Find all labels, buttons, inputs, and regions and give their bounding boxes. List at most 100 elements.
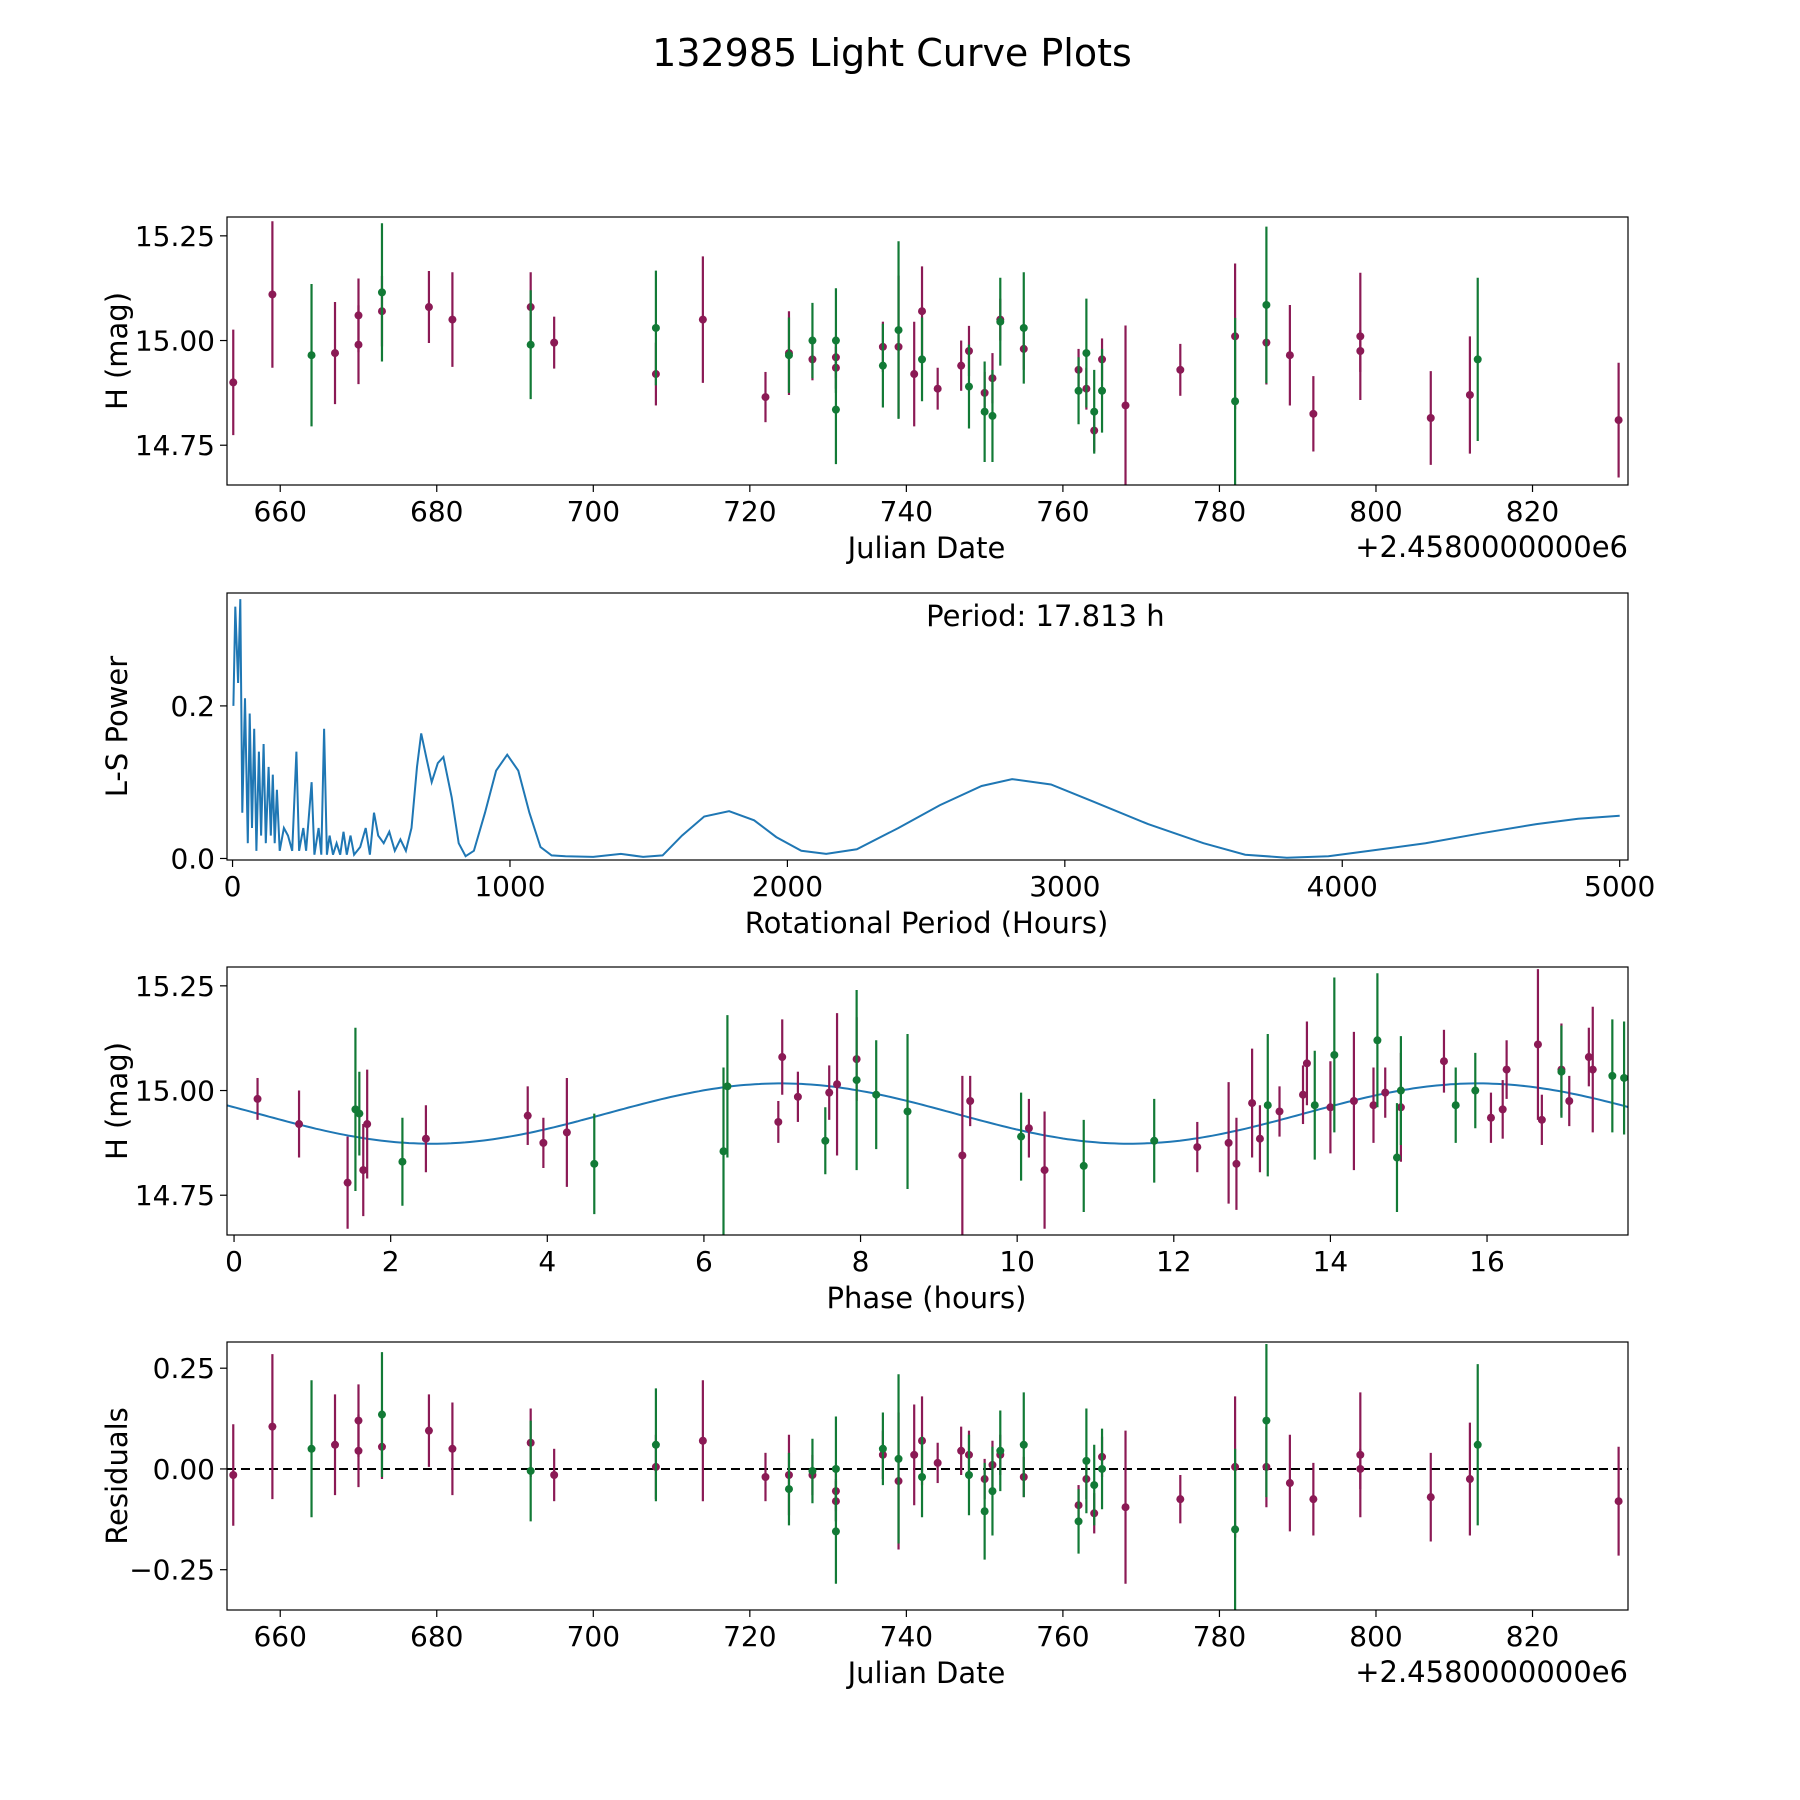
x-tick-label: 740 bbox=[880, 1620, 933, 1653]
data-point bbox=[831, 336, 840, 345]
data-point bbox=[761, 393, 770, 402]
axes-frame bbox=[226, 592, 1629, 861]
data-point bbox=[1231, 1525, 1240, 1534]
x-tick-label: 820 bbox=[1506, 495, 1559, 528]
data-point bbox=[1614, 416, 1623, 425]
data-point bbox=[1024, 1124, 1033, 1133]
data-point bbox=[761, 1473, 770, 1482]
x-tick-label: 760 bbox=[1036, 1620, 1089, 1653]
data-point bbox=[1263, 1101, 1272, 1110]
data-point bbox=[1150, 1136, 1159, 1145]
data-point bbox=[1285, 1479, 1294, 1488]
y-axis-label: H (mag) bbox=[100, 292, 134, 410]
data-point bbox=[894, 326, 903, 335]
x-tick-label: 0 bbox=[224, 870, 242, 903]
data-point bbox=[1255, 1134, 1264, 1143]
y-tick-label: 0.2 bbox=[170, 690, 215, 723]
data-point bbox=[1426, 414, 1435, 422]
panel-residuals: 660 680 700 720 740 760 780 800 820 0.25 0.00 −0.25… bbox=[100, 1341, 1629, 1690]
data-point bbox=[1309, 409, 1318, 418]
periodogram-line bbox=[232, 599, 1620, 859]
data-point bbox=[398, 1157, 407, 1166]
data-point bbox=[1486, 1113, 1495, 1122]
data-point bbox=[774, 1117, 783, 1126]
y-tick-label: 15.00 bbox=[135, 325, 215, 358]
data-point bbox=[331, 349, 340, 358]
data-point bbox=[1285, 351, 1294, 360]
data-point bbox=[343, 1178, 352, 1187]
data-point bbox=[1232, 1159, 1241, 1168]
data-point bbox=[1471, 1086, 1480, 1095]
data-point bbox=[1176, 1495, 1185, 1504]
data-point bbox=[1224, 1138, 1233, 1147]
data-point bbox=[918, 355, 927, 364]
data-point bbox=[1620, 1073, 1628, 1082]
data-point bbox=[1019, 323, 1028, 332]
data-point bbox=[1614, 1497, 1623, 1506]
data-point bbox=[1074, 386, 1083, 395]
data-point bbox=[1330, 1050, 1339, 1059]
panel-lightcurve: 660 680 700 720 740 760 780 800 820 15.25 15.00 14.… bbox=[100, 216, 1629, 565]
data-point bbox=[698, 315, 707, 324]
data-point bbox=[1356, 347, 1365, 355]
x-tick-label: 4 bbox=[538, 1245, 556, 1278]
data-point bbox=[878, 361, 887, 370]
data-point bbox=[988, 1487, 997, 1496]
data-point bbox=[651, 1440, 660, 1449]
data-point bbox=[1608, 1071, 1617, 1080]
data-point bbox=[1533, 1040, 1542, 1049]
data-point bbox=[808, 336, 817, 345]
x-tick-label: 4000 bbox=[1307, 870, 1378, 903]
x-axis-label: Rotational Period (Hours) bbox=[745, 906, 1109, 940]
data-point bbox=[1588, 1065, 1597, 1074]
data-point bbox=[831, 405, 840, 414]
data-point bbox=[831, 1464, 840, 1473]
data-point bbox=[590, 1159, 599, 1168]
data-point bbox=[448, 315, 457, 324]
data-point bbox=[307, 1444, 316, 1453]
data-point bbox=[778, 1053, 787, 1062]
y-axis-label: L-S Power bbox=[100, 656, 134, 797]
data-point bbox=[1451, 1101, 1460, 1110]
data-point bbox=[1310, 1101, 1319, 1110]
data-point bbox=[550, 338, 559, 347]
data-point bbox=[966, 1097, 975, 1105]
data-point bbox=[1231, 397, 1240, 406]
x-tick-label: 820 bbox=[1506, 1620, 1559, 1653]
data-point bbox=[1098, 1464, 1107, 1473]
x-tick-label: 800 bbox=[1349, 495, 1402, 528]
data-point bbox=[1557, 1067, 1566, 1076]
x-axis-label: Julian Date bbox=[846, 531, 1006, 565]
data-point bbox=[539, 1138, 548, 1147]
axes-frame bbox=[226, 966, 1629, 1236]
data-point bbox=[355, 1109, 364, 1118]
x-tick-label: 2000 bbox=[752, 870, 823, 903]
data-point bbox=[331, 1440, 340, 1449]
y-tick-label: 14.75 bbox=[135, 429, 215, 462]
x-tick-label: 12 bbox=[1156, 1245, 1192, 1278]
data-point bbox=[526, 1466, 535, 1475]
y-tick-label: 0.0 bbox=[170, 842, 215, 875]
x-tick-label: 3000 bbox=[1029, 870, 1100, 903]
axes-frame bbox=[226, 216, 1629, 486]
data-point bbox=[526, 340, 535, 349]
data-point bbox=[1326, 1103, 1335, 1112]
data-point bbox=[918, 307, 927, 316]
x-tick-label: 720 bbox=[723, 495, 776, 528]
x-tick-label: 2 bbox=[382, 1245, 400, 1278]
data-point bbox=[910, 1450, 919, 1459]
data-point bbox=[1502, 1065, 1511, 1074]
data-point bbox=[1373, 1036, 1382, 1045]
data-point bbox=[831, 1527, 840, 1536]
data-point bbox=[918, 1473, 927, 1482]
x-offset-label: +2.4580000000e6 bbox=[1355, 1655, 1628, 1689]
data-point bbox=[421, 1134, 430, 1143]
panel-periodogram: 0 1000 2000 3000 4000 5000 0.0 0.2 Rotational Pe… bbox=[100, 592, 1655, 940]
x-tick-label: 14 bbox=[1313, 1245, 1349, 1278]
data-point bbox=[1121, 401, 1130, 410]
data-point bbox=[307, 351, 316, 360]
fit-curve bbox=[227, 1082, 1628, 1145]
data-point bbox=[1019, 1440, 1028, 1449]
y-tick-label: 0.00 bbox=[153, 1453, 215, 1486]
